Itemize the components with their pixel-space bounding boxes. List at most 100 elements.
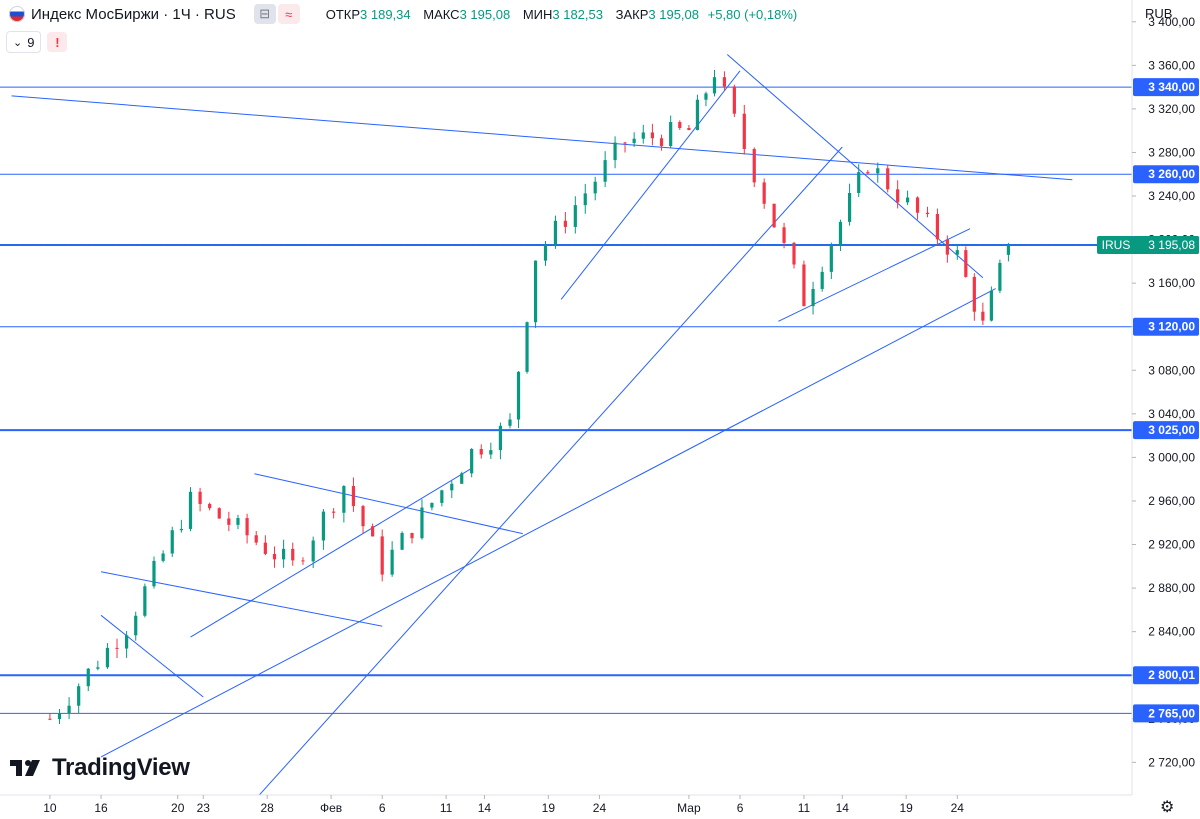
low-value: 3 182,53 bbox=[552, 6, 603, 22]
candle-body bbox=[772, 203, 776, 228]
tradingview-logo[interactable]: TradingView bbox=[10, 754, 190, 782]
trendlines bbox=[11, 54, 1073, 801]
x-tick-label: 14 bbox=[478, 801, 492, 815]
candle-body bbox=[410, 532, 414, 539]
candle-body bbox=[964, 250, 968, 277]
time-axis: 10 16 20 23 28 Фев 6 11 14 19 24 Мар 6 11 14 19 24 bbox=[0, 794, 1200, 819]
candle-body bbox=[188, 491, 193, 529]
x-tick-label: 28 bbox=[261, 801, 275, 815]
candle-body bbox=[563, 220, 567, 227]
x-tick-label: 14 bbox=[836, 801, 850, 815]
x-tick-label: 10 bbox=[43, 801, 57, 815]
russia-flag-icon bbox=[9, 6, 25, 22]
symbol-title[interactable]: Индекс МосБиржи · 1Ч · RUS bbox=[31, 5, 236, 23]
candle-body bbox=[623, 142, 627, 144]
indicators-toggle[interactable]: ⌄ 9 bbox=[6, 31, 42, 53]
candle-body bbox=[989, 290, 993, 321]
change-value: +5,80 (+0,18%) bbox=[707, 6, 798, 22]
x-tick-label: 6 bbox=[379, 801, 386, 815]
candle-body bbox=[981, 311, 985, 321]
chevron-down-icon[interactable]: ⌄ bbox=[13, 36, 23, 49]
candle-body bbox=[847, 192, 852, 222]
warning-icon[interactable]: ! bbox=[47, 32, 68, 52]
level-label: 3 025,00 bbox=[1148, 423, 1195, 437]
candle-body bbox=[704, 93, 708, 100]
candle-body bbox=[650, 132, 655, 139]
candle-body bbox=[105, 647, 110, 668]
candle-body bbox=[489, 450, 493, 455]
x-tick-label: 19 bbox=[542, 801, 556, 815]
level-label-bg bbox=[1133, 666, 1199, 685]
candle-body bbox=[906, 197, 910, 203]
candle-body bbox=[311, 540, 315, 562]
candle-body bbox=[641, 132, 645, 139]
candle-body bbox=[236, 518, 240, 525]
candle-body bbox=[460, 473, 464, 484]
x-tick-label: 11 bbox=[440, 801, 453, 815]
candle-body bbox=[508, 419, 512, 426]
candle-body bbox=[722, 77, 727, 87]
trendline bbox=[100, 288, 996, 758]
candle-body bbox=[533, 260, 538, 323]
x-tick-label: Мар bbox=[677, 801, 701, 815]
y-tick-label: 2 960,00 bbox=[1148, 494, 1195, 508]
x-tick-label: 24 bbox=[593, 801, 607, 815]
y-tick-label: 2 920,00 bbox=[1148, 538, 1195, 552]
level-label: 3 120,00 bbox=[1148, 320, 1195, 334]
candle-body bbox=[77, 686, 81, 706]
open-value: 3 189,34 bbox=[360, 6, 411, 22]
x-tick-label: 23 bbox=[197, 801, 211, 815]
candle-body bbox=[876, 168, 880, 174]
settings-gear-icon[interactable]: ⚙ bbox=[1160, 799, 1175, 816]
x-tick-label: Фев bbox=[320, 801, 342, 815]
level-label: 3 260,00 bbox=[1148, 167, 1195, 181]
candle-body bbox=[115, 647, 119, 649]
y-tick-label: 3 000,00 bbox=[1148, 450, 1195, 464]
candle-body bbox=[143, 586, 147, 616]
layers-icon[interactable]: ⊟ bbox=[253, 4, 276, 24]
candle-body bbox=[301, 560, 305, 562]
candle-body bbox=[351, 486, 356, 507]
candle-body bbox=[752, 149, 756, 183]
candle-body bbox=[955, 250, 959, 255]
trendline bbox=[254, 146, 843, 801]
price-axis: 2 720,002 760,002 800,002 840,002 880,00… bbox=[1097, 0, 1200, 819]
candle-body bbox=[361, 506, 365, 527]
candle-body bbox=[161, 553, 165, 561]
candle-body bbox=[400, 532, 404, 550]
indicator-row: ⌄ 9 ! bbox=[6, 31, 68, 53]
candle-body bbox=[632, 138, 636, 144]
candle-body bbox=[820, 271, 824, 289]
time-axis-bg bbox=[0, 795, 1200, 819]
candle-body bbox=[86, 668, 90, 687]
y-tick-label: 3 280,00 bbox=[1148, 145, 1195, 159]
level-label-bg bbox=[1133, 78, 1199, 97]
y-tick-label: 2 720,00 bbox=[1148, 755, 1195, 769]
candle-body bbox=[915, 197, 920, 213]
candle-body bbox=[254, 535, 258, 543]
candle-body bbox=[742, 113, 746, 150]
candle-body bbox=[593, 181, 597, 194]
level-label: 3 340,00 bbox=[1148, 80, 1195, 94]
x-tick-label: 16 bbox=[94, 801, 108, 815]
compare-icon[interactable]: ≈ bbox=[277, 4, 300, 24]
candle-body bbox=[498, 425, 503, 451]
y-tick-label: 3 320,00 bbox=[1148, 102, 1195, 116]
candle-body bbox=[603, 160, 607, 182]
candle-body bbox=[342, 486, 346, 513]
candle-body bbox=[179, 528, 183, 531]
candle-body bbox=[573, 205, 577, 227]
candle-body bbox=[1006, 244, 1011, 255]
compare-pills[interactable]: ⊟ ≈ bbox=[253, 4, 300, 24]
candle-body bbox=[198, 491, 202, 504]
candle-body bbox=[152, 560, 156, 587]
candle-body bbox=[802, 264, 806, 307]
candle-body bbox=[380, 536, 384, 575]
candle-body bbox=[687, 128, 691, 131]
candles bbox=[48, 69, 1011, 724]
currency-label[interactable]: RUB bbox=[1145, 6, 1173, 21]
candle-body bbox=[57, 713, 62, 719]
trendline bbox=[100, 614, 204, 698]
y-tick-label: 2 880,00 bbox=[1148, 581, 1195, 595]
